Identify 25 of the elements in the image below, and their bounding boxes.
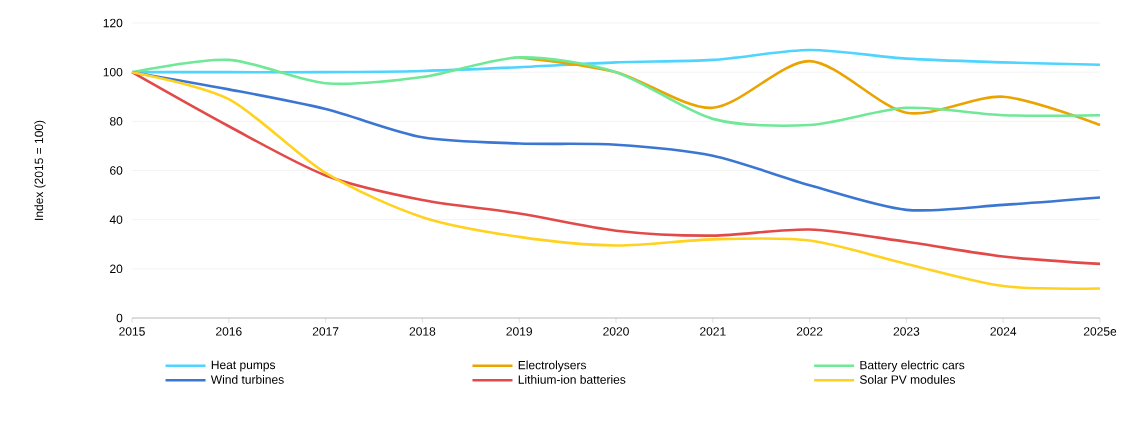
x-tick-label: 2015	[119, 327, 145, 336]
y-tick-label: 0	[116, 313, 123, 323]
legend-label: Wind turbines	[210, 375, 284, 384]
legend-label: Heat pumps	[211, 360, 276, 372]
x-tick-label: 2023	[893, 327, 920, 336]
x-tick-label: 2018	[409, 327, 436, 336]
x-tick-label: 2021	[700, 327, 726, 336]
y-tick-label: 40	[109, 215, 123, 224]
y-tick-label: 60	[110, 166, 123, 175]
y-tick-label: 100	[103, 67, 123, 77]
x-tick-label: 2020	[603, 327, 629, 336]
x-tick-label: 2025e	[1083, 327, 1117, 336]
y-tick-label: 20	[110, 264, 123, 274]
y-tick-label: 80	[109, 117, 123, 126]
x-tick-label: 2022	[796, 327, 823, 336]
legend-label: Battery electric cars	[860, 360, 965, 372]
x-tick-label: 2019	[506, 327, 532, 336]
legend-label: Lithium-ion batteries	[518, 375, 626, 384]
x-tick-label: 2017	[312, 327, 339, 336]
y-axis-title: Index (2015 = 100)	[34, 120, 46, 220]
legend-label: Solar PV modules	[859, 375, 955, 384]
legend-label: Electrolysers	[518, 360, 587, 372]
x-tick-label: 2016	[216, 327, 242, 336]
y-tick-label: 120	[103, 18, 123, 28]
x-tick-label: 2024	[990, 327, 1017, 336]
